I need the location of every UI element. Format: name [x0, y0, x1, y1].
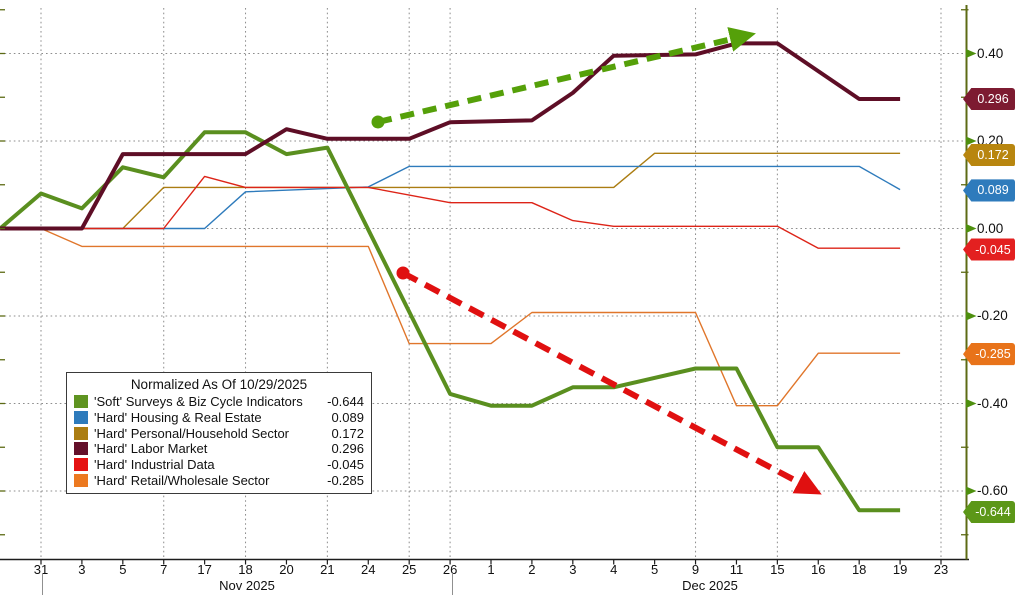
legend-value: 0.296: [331, 441, 364, 457]
y-axis-label: -0.40: [977, 395, 1008, 411]
legend-row: 'Soft' Surveys & Biz Cycle Indicators -0.…: [74, 394, 364, 410]
uptrend-arrow: [377, 27, 756, 125]
y-major-tick-arrow: [966, 399, 977, 408]
uptrend-arrow-start-dot: [371, 115, 385, 129]
legend-row: 'Hard' Housing & Real Estate 0.089: [74, 410, 364, 426]
x-axis-tick-label: 25: [401, 562, 417, 577]
x-axis-tick-label: 3: [569, 562, 577, 577]
y-axis-value-badge: -0.644: [963, 500, 1015, 524]
y-major-tick-arrow: [966, 49, 977, 58]
y-axis-value-badge: 0.296: [963, 87, 1015, 111]
x-axis-tick-label: 31: [33, 562, 49, 577]
month-separator: [452, 573, 453, 595]
legend-box: Normalized As Of 10/29/2025 'Soft' Surve…: [66, 372, 372, 495]
x-axis-tick-label: 19: [892, 562, 908, 577]
x-axis-tick-label: 5: [119, 562, 127, 577]
x-axis-tick-label: 18: [851, 562, 867, 577]
legend-rows: 'Soft' Surveys & Biz Cycle Indicators -0.…: [74, 394, 364, 488]
legend-label: 'Soft' Surveys & Biz Cycle Indicators: [94, 394, 303, 410]
legend-label: 'Hard' Personal/Household Sector: [94, 425, 290, 441]
x-axis-tick-label: 26: [442, 562, 458, 577]
legend-row: 'Hard' Industrial Data -0.045: [74, 457, 364, 473]
legend-row: 'Hard' Labor Market 0.296: [74, 441, 364, 457]
legend-label: 'Hard' Housing & Real Estate: [94, 410, 262, 426]
y-axis-value-badge: 0.172: [963, 143, 1015, 167]
x-axis-month-label: Nov 2025: [219, 578, 275, 593]
downtrend-arrow-start-dot: [396, 266, 410, 280]
legend-color-swatch: [74, 473, 88, 487]
y-major-tick-arrow: [966, 224, 977, 233]
x-axis-tick-label: 2: [528, 562, 536, 577]
legend-value: -0.285: [327, 472, 364, 488]
x-axis-tick-label: 1: [487, 562, 495, 577]
x-axis-tick-label: 24: [361, 562, 376, 577]
month-separator: [42, 573, 43, 595]
legend-color-swatch: [74, 458, 88, 472]
y-axis-label: 0.40: [977, 45, 1004, 61]
legend-value: -0.045: [327, 457, 364, 473]
legend-color-swatch: [74, 426, 88, 440]
x-axis-tick-label: 16: [811, 562, 826, 577]
y-axis-value-badge: -0.285: [963, 343, 1015, 366]
y-axis-value-badge: -0.045: [963, 238, 1015, 261]
legend-value: -0.644: [327, 394, 364, 410]
legend-label: 'Hard' Labor Market: [94, 441, 208, 457]
legend-value: 0.172: [331, 425, 364, 441]
series-line-soft-surveys-biz-cycle: [0, 130, 901, 513]
y-major-tick-arrow: [966, 136, 977, 146]
x-axis-month-label: Dec 2025: [682, 578, 738, 593]
legend-label: 'Hard' Retail/Wholesale Sector: [94, 472, 270, 488]
legend-title: Normalized As Of 10/29/2025: [130, 377, 308, 392]
x-axis-tick-label: 5: [651, 562, 659, 577]
x-axis-tick-label: 15: [770, 562, 785, 577]
legend-value: 0.089: [331, 410, 364, 426]
y-major-tick-arrow: [966, 486, 977, 496]
x-axis-tick-label: 18: [238, 562, 253, 577]
legend-row: 'Hard' Retail/Wholesale Sector -0.285: [74, 472, 364, 488]
y-axis-label: -0.60: [977, 483, 1008, 498]
x-axis-tick-label: 4: [610, 562, 618, 577]
x-axis-tick-label: 23: [933, 562, 949, 577]
y-axis-label: -0.20: [977, 308, 1008, 323]
y-axis-value-badge: 0.089: [963, 179, 1015, 202]
series-line-hard-retail-wholesale: [0, 227, 901, 407]
x-axis-tick-label: 11: [729, 562, 744, 577]
x-axis-tick-label: 7: [160, 562, 168, 577]
y-major-tick-arrow: [966, 311, 977, 321]
x-axis-tick-label: 9: [691, 562, 700, 577]
x-axis-tick-label: 17: [197, 562, 212, 577]
legend-row: 'Hard' Personal/Household Sector 0.172: [74, 425, 364, 441]
y-axis-label: 0.00: [977, 220, 1004, 236]
x-axis-tick-label: 21: [320, 562, 335, 577]
legend-label: 'Hard' Industrial Data: [94, 457, 215, 473]
x-axis-tick-label: 3: [78, 562, 86, 577]
legend-color-swatch: [74, 395, 88, 409]
x-axis-tick-label: 20: [279, 562, 294, 577]
series-line-hard-industrial-data: [0, 175, 901, 249]
legend-color-swatch: [74, 442, 88, 456]
series-line-hard-labor-market: [0, 41, 901, 231]
legend-color-swatch: [74, 411, 88, 425]
